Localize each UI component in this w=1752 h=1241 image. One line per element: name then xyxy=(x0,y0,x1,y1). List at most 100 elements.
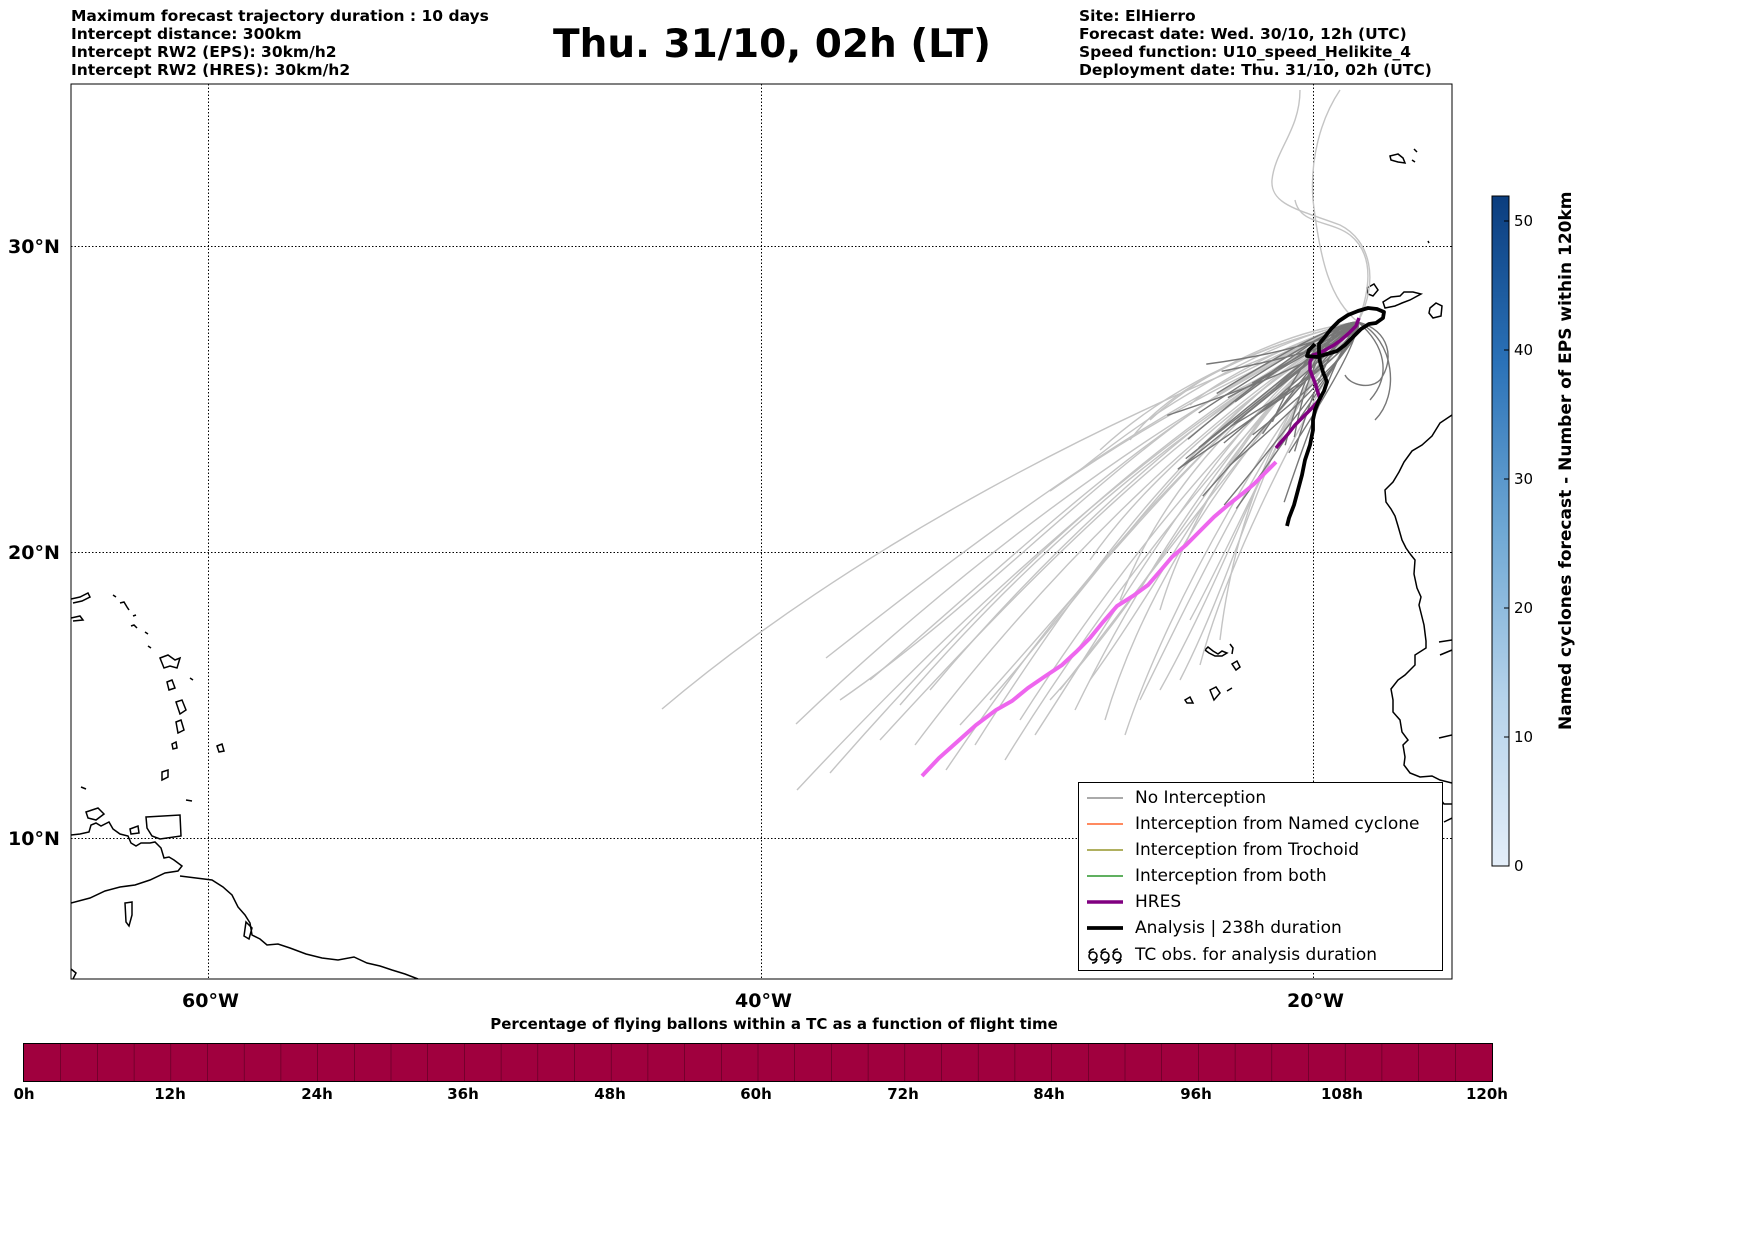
coastline-atlantic xyxy=(1183,148,1452,823)
coast-venezuela xyxy=(71,821,184,904)
time-bar-gridlines xyxy=(60,1044,1456,1081)
lat-label-30n: 30°N xyxy=(8,236,60,258)
legend-label: Analysis | 238h duration xyxy=(1135,918,1342,938)
time-tick: 108h xyxy=(1321,1085,1363,1103)
map-title: Thu. 31/10, 02h (LT) xyxy=(553,22,991,67)
ensemble-trajectory-near xyxy=(1357,321,1384,401)
lat-label-20n: 20°N xyxy=(8,542,60,564)
ensemble-trajectory-near xyxy=(1288,321,1359,454)
header-left-line: Intercept distance: 300km xyxy=(71,25,302,43)
header-left: Maximum forecast trajectory duration : 1… xyxy=(71,7,489,79)
legend-item-named-cyclone: Interception from Named cyclone xyxy=(1079,813,1442,835)
header-left-line: Intercept RW2 (EPS): 30km/h2 xyxy=(71,43,337,61)
header-right-line: Site: ElHierro xyxy=(1079,7,1196,25)
island-guadeloupe xyxy=(159,654,182,669)
legend-line-icon xyxy=(1087,823,1123,825)
legend-item-no-interception: No Interception xyxy=(1079,787,1442,809)
island-madeira xyxy=(1389,153,1407,164)
coast-guiana xyxy=(179,875,419,979)
header-left-line: Maximum forecast trajectory duration : 1… xyxy=(71,7,489,25)
ensemble-trajectory xyxy=(1104,321,1359,721)
ensemble-trajectory xyxy=(1199,321,1359,666)
header-right-line: Speed function: U10_speed_Helikite_4 xyxy=(1079,43,1412,61)
legend-label: No Interception xyxy=(1135,788,1267,808)
legend-line-icon xyxy=(1087,875,1123,877)
map-canvas xyxy=(70,83,1510,980)
time-tick: 24h xyxy=(301,1085,333,1103)
hres-track xyxy=(1274,317,1361,450)
island-dominica xyxy=(166,679,176,691)
time-tick: 84h xyxy=(1033,1085,1065,1103)
time-tick: 60h xyxy=(740,1085,772,1103)
coastline-caribbean xyxy=(71,591,419,979)
colorbar-tick-50: 50 xyxy=(1514,212,1534,230)
colorbar-tick-40: 40 xyxy=(1514,341,1534,359)
legend-label: TC obs. for analysis duration xyxy=(1135,945,1378,965)
lon-label-60w: 60°W xyxy=(182,990,239,1012)
colorbar xyxy=(1491,195,1510,867)
island-gran-canaria xyxy=(1428,302,1443,319)
colorbar-tick-20: 20 xyxy=(1514,599,1534,617)
legend-label: Interception from Named cyclone xyxy=(1135,814,1420,834)
ensemble-trajectory-near xyxy=(1344,321,1389,387)
island-fogo xyxy=(1183,695,1195,704)
lat-label-10n: 10°N xyxy=(8,828,60,850)
island-st-lucia xyxy=(175,718,185,735)
ensemble-trajectory xyxy=(989,321,1359,701)
ensemble-trajectory xyxy=(795,321,1359,725)
time-tick: 48h xyxy=(594,1085,626,1103)
island-curacao xyxy=(85,807,106,821)
time-bar-label: Percentage of flying ballons within a TC… xyxy=(490,1015,1058,1033)
time-tick: 36h xyxy=(447,1085,479,1103)
map-frame xyxy=(70,83,1453,980)
ensemble-trajectory-near xyxy=(1357,321,1392,421)
legend-item-both: Interception from both xyxy=(1079,865,1442,887)
header-right: Site: ElHierro Forecast date: Wed. 30/10… xyxy=(1079,7,1432,79)
colorbar-tick-30: 30 xyxy=(1514,470,1534,488)
ensemble-trajectory xyxy=(1311,89,1359,323)
legend-line-icon xyxy=(1087,900,1123,904)
island-santo-antao xyxy=(1203,645,1229,657)
ensemble-trajectory xyxy=(1049,321,1359,701)
lon-label-20w: 20°W xyxy=(1287,990,1344,1012)
island-martinique xyxy=(175,699,187,716)
colorbar-ticks xyxy=(1504,220,1509,867)
ensemble-trajectory-near xyxy=(1178,321,1359,470)
legend-item-trochoid: Interception from Trochoid xyxy=(1079,839,1442,861)
time-bar xyxy=(23,1043,1493,1082)
hres-track-late xyxy=(920,460,1278,778)
island-santiago xyxy=(1209,686,1221,702)
legend-item-hres: HRES xyxy=(1079,891,1442,913)
header-right-line: Forecast date: Wed. 30/10, 12h (UTC) xyxy=(1079,25,1407,43)
legend-line-icon xyxy=(1087,926,1123,930)
ensemble-trajectory xyxy=(661,321,1359,710)
legend-item-tc-obs: TC obs. for analysis duration xyxy=(1079,944,1442,966)
ensemble-trajectory xyxy=(959,321,1359,726)
legend-line-icon xyxy=(1087,849,1123,851)
header-right-line: Deployment date: Thu. 31/10, 02h (UTC) xyxy=(1079,61,1432,79)
legend-line-icon xyxy=(1087,797,1123,799)
legend-label: Interception from both xyxy=(1135,866,1327,886)
cyclone-symbols-icon xyxy=(1088,948,1122,964)
ensemble-trajectory-near xyxy=(1198,321,1359,414)
colorbar-tick-0: 0 xyxy=(1514,857,1524,875)
time-tick: 96h xyxy=(1180,1085,1212,1103)
header-left-line: Intercept RW2 (HRES): 30km/h2 xyxy=(71,61,351,79)
lon-label-40w: 40°W xyxy=(735,990,792,1012)
time-tick: 120h xyxy=(1466,1085,1508,1103)
island-tenerife xyxy=(1382,291,1424,309)
legend-label: HRES xyxy=(1135,892,1182,912)
time-tick: 0h xyxy=(13,1085,35,1103)
legend: No Interception Interception from Named … xyxy=(1078,782,1443,971)
ensemble-trajectory xyxy=(1294,199,1369,323)
ensemble-trajectory-near xyxy=(1293,321,1359,452)
colorbar-tick-10: 10 xyxy=(1514,728,1534,746)
island-sal xyxy=(1230,659,1241,672)
colorbar-label: Named cyclones forecast - Number of EPS … xyxy=(1556,191,1576,730)
legend-label: Interception from Trochoid xyxy=(1135,840,1359,860)
time-tick: 12h xyxy=(154,1085,186,1103)
island-trinidad xyxy=(145,814,182,840)
legend-item-analysis: Analysis | 238h duration xyxy=(1079,917,1442,939)
island-puerto-rico xyxy=(71,591,92,604)
coast-west-africa xyxy=(1384,414,1452,784)
